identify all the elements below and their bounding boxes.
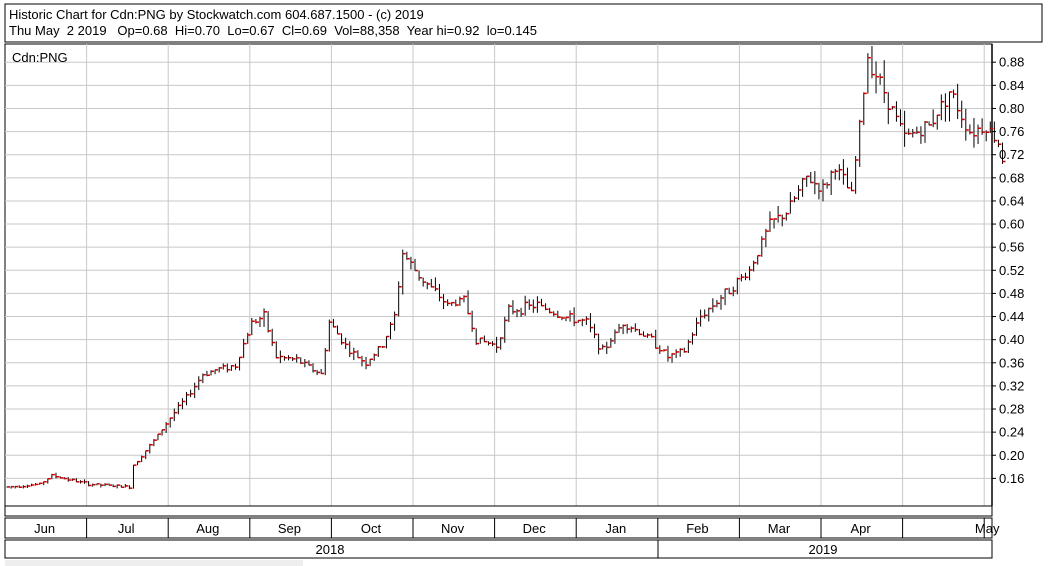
year-label-2019: 2019 xyxy=(809,542,838,557)
month-label: Jul xyxy=(118,521,135,536)
footer-strip xyxy=(5,560,303,566)
y-tick-label: 0.48 xyxy=(999,286,1024,301)
y-tick-label: 0.56 xyxy=(999,240,1024,255)
y-tick-label: 0.68 xyxy=(999,170,1024,185)
month-label: Sep xyxy=(278,521,301,536)
month-label: Jun xyxy=(34,521,55,536)
header-line-1: Historic Chart for Cdn:PNG by Stockwatch… xyxy=(9,7,424,22)
month-label: Nov xyxy=(441,521,465,536)
y-tick-label: 0.72 xyxy=(999,147,1024,162)
x-axis-months: MayJunJulAugSepOctNovDecJanFebMarAprMay xyxy=(34,518,1000,538)
ohlc-series xyxy=(6,45,1006,490)
y-tick-label: 0.84 xyxy=(999,78,1024,93)
y-tick-label: 0.80 xyxy=(999,101,1024,116)
month-label: Jan xyxy=(605,521,626,536)
grid xyxy=(5,44,992,506)
chart-title: Cdn:PNG xyxy=(12,50,68,65)
month-axis-frame xyxy=(4,517,993,539)
month-label: Feb xyxy=(686,521,708,536)
y-tick-label: 0.64 xyxy=(999,193,1024,208)
month-label: May xyxy=(975,521,1000,536)
y-tick-label: 0.20 xyxy=(999,448,1024,463)
y-tick-label: 0.28 xyxy=(999,402,1024,417)
y-tick-label: 0.88 xyxy=(999,55,1024,70)
month-label: Mar xyxy=(768,521,791,536)
y-tick-label: 0.16 xyxy=(999,471,1024,486)
y-tick-label: 0.32 xyxy=(999,378,1024,393)
plot-frame xyxy=(4,43,993,507)
y-axis: 0.16 0.20 0.24 0.28 0.32 0.36 0.40 0.44 0.48 0.52… xyxy=(992,55,1024,486)
y-tick-label: 0.60 xyxy=(999,217,1024,232)
month-label: Dec xyxy=(523,521,547,536)
month-label: Apr xyxy=(850,521,871,536)
y-tick-label: 0.76 xyxy=(999,124,1024,139)
header-line-2: Thu May 2 2019 Op=0.68 Hi=0.70 Lo=0.67 C… xyxy=(9,23,537,38)
month-label: Oct xyxy=(361,521,382,536)
year-axis-frame xyxy=(4,539,993,559)
year-label-2018: 2018 xyxy=(316,542,345,557)
y-tick-label: 0.52 xyxy=(999,263,1024,278)
lower-panel xyxy=(4,505,993,517)
month-label: Aug xyxy=(196,521,219,536)
y-tick-label: 0.24 xyxy=(999,425,1024,440)
y-tick-label: 0.44 xyxy=(999,309,1024,324)
header-frame xyxy=(4,3,1043,43)
y-tick-label: 0.40 xyxy=(999,332,1024,347)
y-tick-label: 0.36 xyxy=(999,355,1024,370)
